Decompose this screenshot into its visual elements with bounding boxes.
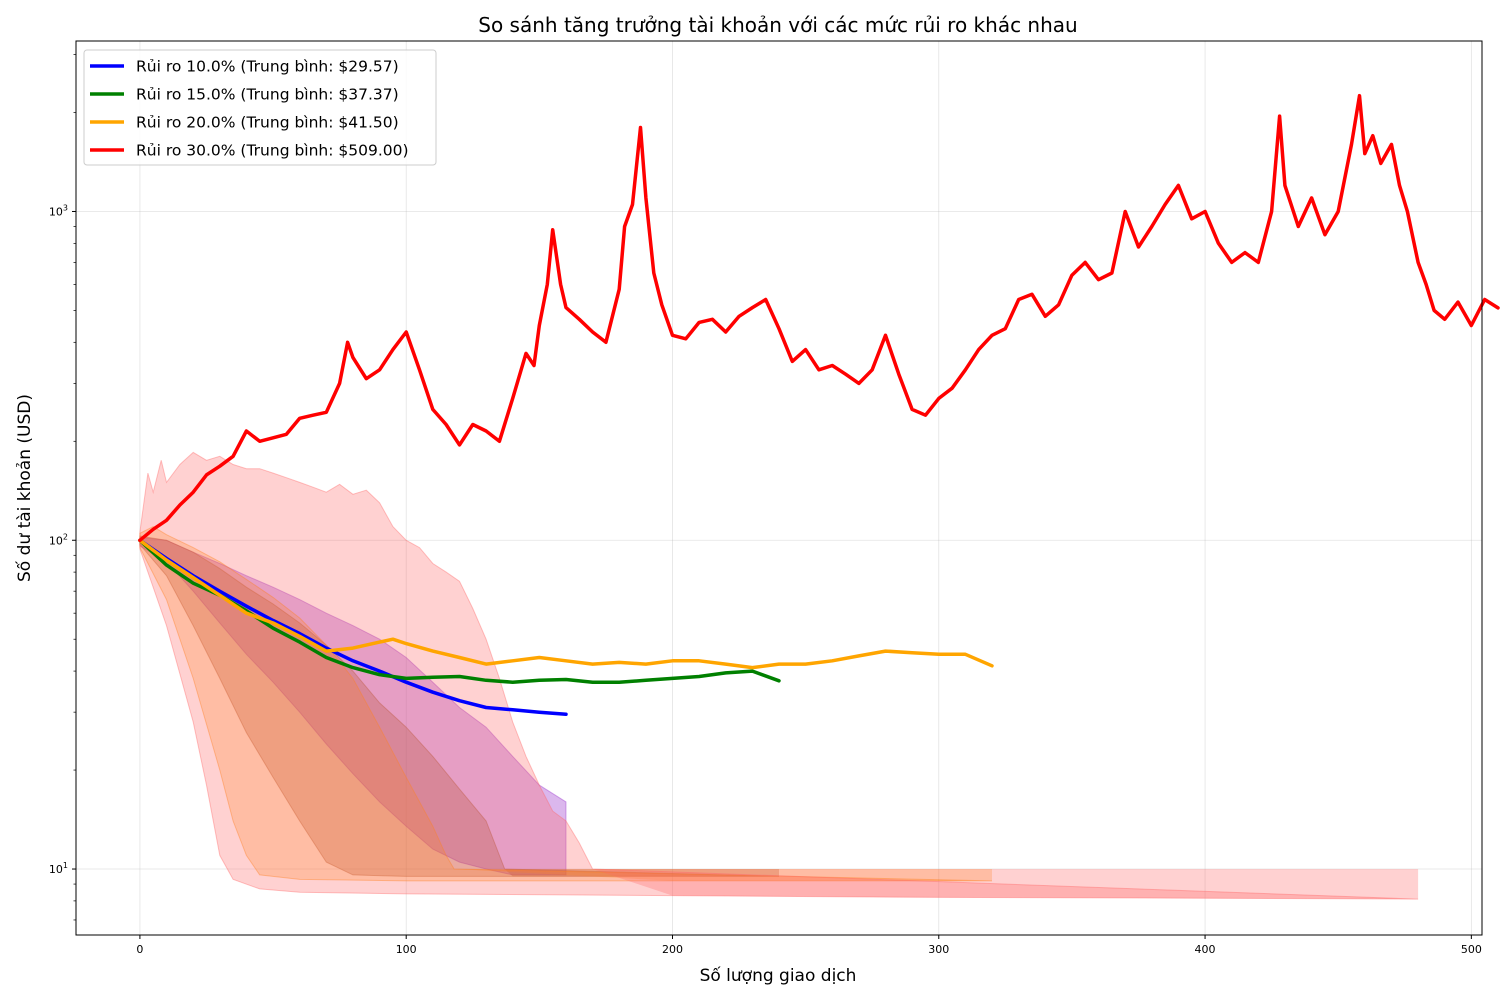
series-line-1 [138,538,781,684]
series-line-2 [138,538,994,670]
x-tick-label: 300 [928,943,949,956]
band-area-1 [139,535,780,877]
legend-box [83,49,437,166]
y-tick-label: 102 [49,532,68,547]
x-tick-label: 200 [662,943,683,956]
confidence-bands [139,451,1419,900]
x-tick-label: 400 [1195,943,1216,956]
y-axis-label: Số dư tài khoản (USD) [14,394,35,582]
legend-label-1: Rủi ro 15.0% (Trung bình: $37.37) [136,86,399,104]
x-tick-label: 0 [136,943,143,956]
band-area-0 [139,536,567,876]
band-area-2 [139,526,993,882]
chart-title: So sánh tăng trưởng tài khoản với các mứ… [478,13,1077,37]
y-axis-ticks: 101 102 103 [49,54,76,921]
grid [76,41,1482,935]
legend-label-2: Rủi ro 20.0% (Trung bình: $41.50) [136,114,399,132]
legend-label-0: Rủi ro 10.0% (Trung bình: $29.57) [136,58,399,76]
y-tick-label: 101 [49,861,68,876]
plot-frame [75,40,1483,936]
series-line-3 [138,93,1500,543]
x-axis-label: Số lượng giao dịch [700,965,857,986]
y-tick-label: 103 [49,203,68,218]
band-floor-1 [504,869,779,877]
band-floor-3 [592,869,1419,900]
x-tick-label: 100 [396,943,417,956]
series-lines [138,93,1500,716]
x-tick-label: 500 [1461,943,1482,956]
legend-label-3: Rủi ro 30.0% (Trung bình: $509.00) [136,142,409,160]
band-area-3 [139,451,1419,900]
legend: Rủi ro 10.0% (Trung bình: $29.57) Rủi ro … [83,49,437,166]
band-floor-2 [454,869,993,881]
x-axis-ticks: 0 100 200 300 400 500 [136,935,1482,956]
series-line-0 [138,538,568,716]
